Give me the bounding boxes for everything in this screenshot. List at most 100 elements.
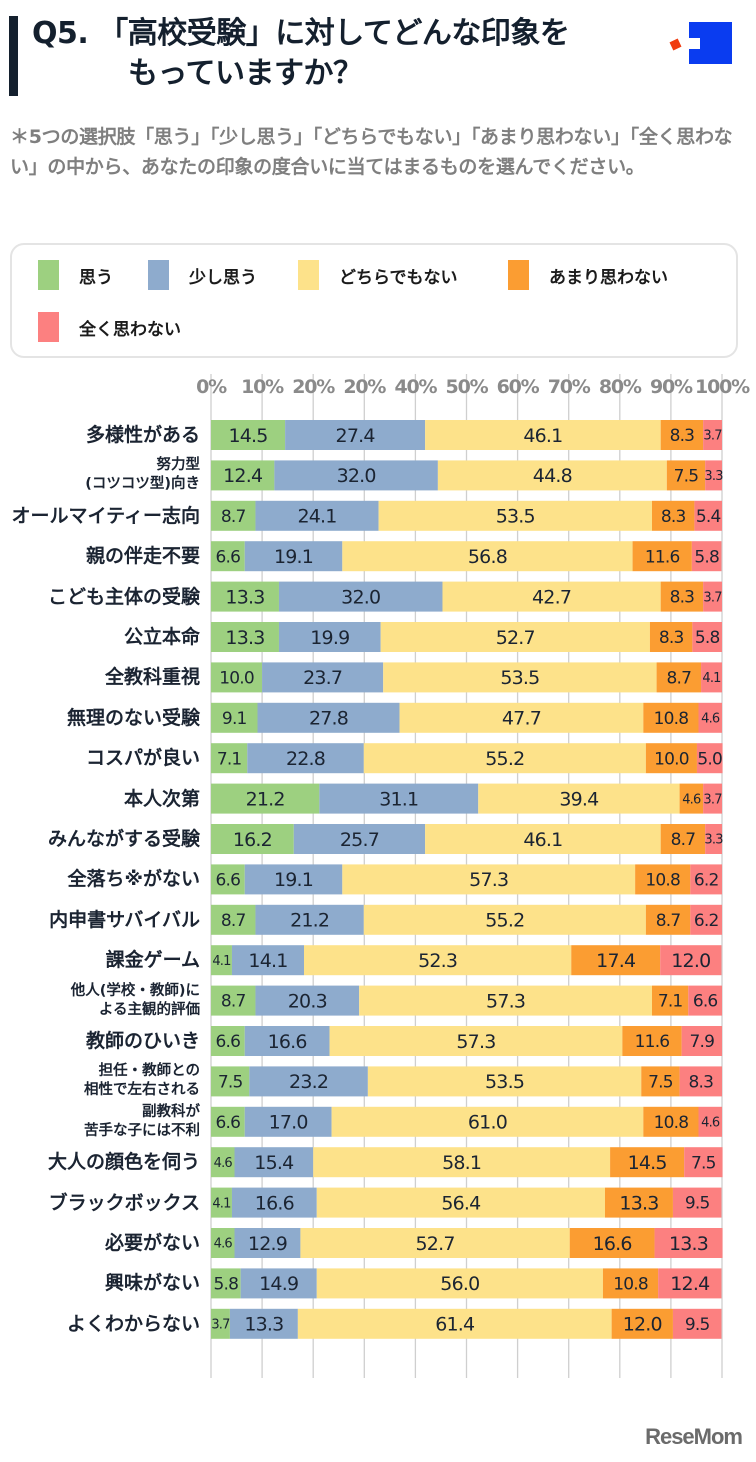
category-label: 公立本命 [123, 626, 200, 648]
data-label: 4.6 [214, 1156, 233, 1171]
bar-segment [645, 743, 697, 774]
title-line-1: Q5. 「高校受験」に対してどんな印象を [32, 16, 570, 51]
data-label: 57.3 [456, 1031, 495, 1053]
bar-segment [442, 581, 661, 612]
bar-segment [249, 1066, 368, 1097]
data-label: 8.7 [656, 911, 681, 931]
bar-segment [304, 945, 572, 976]
bar-segment [703, 783, 722, 814]
bar-segment [632, 541, 692, 572]
data-label: 23.2 [289, 1071, 328, 1093]
category-label: オールマイティー志向 [11, 504, 200, 527]
category-label: ブラックボックス [48, 1191, 200, 1214]
data-label: 23.7 [303, 667, 342, 689]
data-label: 17.0 [269, 1112, 308, 1134]
data-label: 52.7 [496, 627, 535, 649]
bar-segment [701, 662, 722, 693]
bar-segment [610, 1147, 685, 1178]
data-label: 3.7 [211, 1317, 230, 1332]
data-label: 56.0 [440, 1273, 479, 1295]
bar-segment [672, 1187, 722, 1218]
data-label: 10.8 [645, 871, 680, 891]
bar-segment [329, 1026, 623, 1056]
bar-segment [211, 702, 258, 733]
category-label: 内申書サバイバル [49, 908, 200, 931]
category-label: 副教科が 苦手な子には不利 [84, 1103, 200, 1139]
bar-segment [274, 460, 438, 491]
bar-segment [211, 541, 245, 572]
data-label: 7.5 [674, 467, 699, 487]
category-label: 本人次第 [123, 787, 200, 810]
bar-segment [363, 904, 646, 935]
data-label: 5.8 [694, 547, 719, 567]
resemom-watermark: ReseMom [645, 1424, 743, 1449]
bar-segment [363, 743, 646, 774]
data-label: 9.5 [685, 1315, 710, 1335]
legend-swatch [38, 260, 59, 290]
x-tick-label: 60% [497, 376, 540, 398]
bar-segment [211, 1106, 245, 1137]
data-label: 5.8 [213, 1275, 238, 1295]
bar-segment [425, 824, 661, 854]
bar-segment [285, 420, 426, 450]
bar-segment [571, 945, 661, 976]
chart-title: Q5. 「高校受験」に対してどんな印象を もっていますか？ [32, 14, 570, 94]
bar-segment [703, 420, 722, 450]
data-label: 44.8 [533, 465, 572, 487]
x-tick-label: 70% [548, 376, 591, 398]
bar-segment [649, 622, 693, 652]
bar-segment [694, 500, 722, 531]
bar-segment [255, 985, 360, 1016]
category-label: 大人の顔色を伺う [47, 1151, 200, 1174]
data-label: 8.7 [221, 911, 246, 931]
data-label: 16.6 [255, 1192, 294, 1214]
bar-segment [234, 1228, 301, 1258]
data-label: 13.3 [669, 1233, 708, 1255]
data-label: 32.0 [341, 586, 380, 608]
bar-segment [211, 985, 256, 1016]
x-tick-label: 20% [343, 376, 386, 398]
bar-segment [660, 945, 722, 976]
data-label: 8.3 [661, 507, 686, 527]
data-label: 53.5 [500, 667, 539, 689]
legend-item-amari-omowanai: あまり思わない [508, 260, 668, 290]
bar-segment [660, 420, 704, 450]
category-label: 興味がない [104, 1272, 200, 1295]
bar-segment [622, 1026, 682, 1056]
bar-segment [211, 500, 256, 531]
bar-segment [211, 460, 275, 491]
data-label: 19.1 [274, 869, 313, 891]
bar-segment [278, 581, 443, 612]
data-label: 8.3 [688, 1073, 713, 1093]
data-label: 12.0 [671, 950, 710, 972]
data-label: 6.2 [694, 911, 719, 931]
bar-segment [643, 1106, 699, 1137]
bar-segment [342, 864, 636, 895]
legend-label: あまり思わない [549, 267, 668, 288]
category-label: こども主体の受験 [47, 585, 200, 608]
data-label: 21.2 [290, 910, 329, 932]
data-label: 46.1 [523, 829, 562, 851]
legend-label: 少し思う [189, 267, 257, 288]
bar-segment [244, 864, 343, 895]
bar-segment [654, 1228, 723, 1258]
bar-segment [211, 1228, 235, 1258]
bar-segment [211, 783, 320, 814]
bar-segment [611, 1308, 673, 1339]
data-label: 10.8 [654, 709, 689, 729]
instruction-note: ＊5つの選択肢「思う」「少し思う」「どちらでもない」「あまり思わない」「全く思わ… [10, 126, 733, 178]
data-label: 10.0 [219, 669, 254, 689]
data-label: 3.7 [703, 429, 722, 444]
bar-segment [257, 702, 400, 733]
x-tick-label: 40% [394, 376, 437, 398]
data-label: 4.6 [701, 711, 720, 726]
bar-segment [703, 581, 722, 612]
bar-segment [262, 662, 384, 693]
bar-segment [643, 702, 699, 733]
bar-segment [211, 622, 279, 652]
logo-notch [689, 38, 700, 49]
data-label: 12.0 [623, 1314, 662, 1336]
data-label: 56.4 [441, 1192, 481, 1214]
data-label: 3.3 [704, 833, 723, 848]
legend-swatch [508, 260, 529, 290]
